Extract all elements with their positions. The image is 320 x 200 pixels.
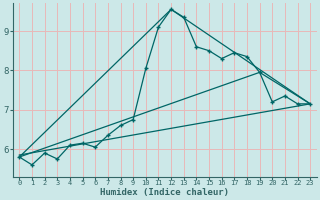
X-axis label: Humidex (Indice chaleur): Humidex (Indice chaleur) (100, 188, 229, 197)
